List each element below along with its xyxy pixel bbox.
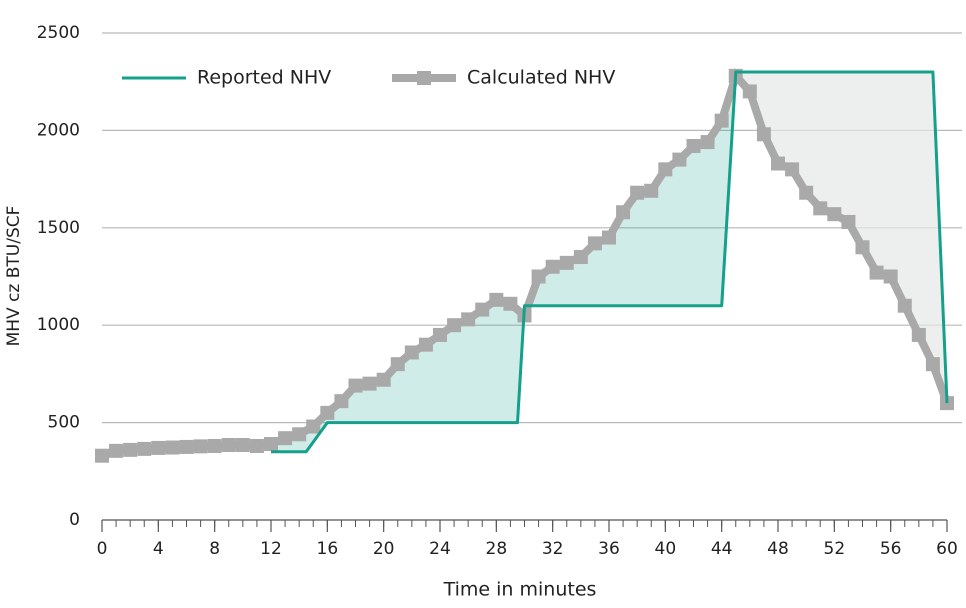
marker xyxy=(334,394,349,409)
x-tick-label: 20 xyxy=(373,539,395,559)
x-tick-label: 32 xyxy=(542,539,564,559)
marker xyxy=(869,265,884,280)
marker xyxy=(545,259,560,274)
marker xyxy=(151,440,166,455)
marker xyxy=(672,152,687,167)
marker xyxy=(911,327,926,342)
marker xyxy=(658,162,673,177)
marker xyxy=(264,437,278,452)
marker xyxy=(123,442,138,457)
marker xyxy=(390,357,405,372)
x-tick-label: 36 xyxy=(598,539,620,559)
y-tick-label: 0 xyxy=(69,510,80,530)
marker xyxy=(644,183,659,198)
legend-label: Reported NHV xyxy=(197,67,331,89)
y-axis-title: MHV cz BTU/SCF xyxy=(4,206,24,347)
marker xyxy=(714,113,729,128)
legend-label: Calculated NHV xyxy=(467,67,615,89)
x-tick-label: 8 xyxy=(209,539,220,559)
marker xyxy=(207,438,222,453)
marker xyxy=(348,378,363,393)
marker xyxy=(418,337,433,352)
marker xyxy=(841,214,856,229)
marker xyxy=(179,439,194,454)
marker xyxy=(742,84,757,99)
marker xyxy=(489,292,504,307)
marker xyxy=(940,396,954,411)
marker xyxy=(686,138,701,153)
x-tick-label: 48 xyxy=(767,539,789,559)
marker xyxy=(602,230,616,245)
x-tick-label: 40 xyxy=(655,539,677,559)
marker xyxy=(137,441,152,456)
x-tick-label: 0 xyxy=(97,539,108,559)
marker xyxy=(925,357,940,372)
marker xyxy=(587,236,602,251)
marker xyxy=(95,448,109,463)
x-tick-label: 16 xyxy=(317,539,339,559)
marker xyxy=(306,419,321,434)
marker xyxy=(433,327,447,342)
marker xyxy=(771,156,785,171)
y-tick-label: 500 xyxy=(48,413,80,433)
marker xyxy=(447,318,462,333)
marker xyxy=(630,185,645,200)
marker xyxy=(404,345,419,360)
x-axis-title: Time in minutes xyxy=(443,579,597,601)
marker xyxy=(813,201,828,216)
marker xyxy=(475,302,490,317)
x-tick-label: 24 xyxy=(429,539,451,559)
marker xyxy=(785,162,800,177)
marker xyxy=(700,135,715,150)
marker xyxy=(616,205,631,220)
marker xyxy=(531,269,546,284)
x-tick-label: 12 xyxy=(260,539,282,559)
y-tick-label: 1000 xyxy=(37,315,80,335)
x-tick-label: 60 xyxy=(936,539,958,559)
marker xyxy=(827,207,842,222)
marker xyxy=(221,438,236,453)
marker xyxy=(503,296,518,311)
marker xyxy=(292,427,307,442)
marker xyxy=(897,298,912,313)
marker xyxy=(320,405,335,420)
y-tick-label: 2500 xyxy=(37,23,80,43)
marker xyxy=(756,127,771,142)
marker xyxy=(376,372,391,387)
marker xyxy=(461,312,476,327)
marker xyxy=(855,240,870,255)
marker xyxy=(362,376,377,391)
marker xyxy=(278,431,293,446)
marker xyxy=(883,269,898,284)
marker xyxy=(249,438,264,453)
marker xyxy=(165,440,180,455)
marker xyxy=(235,438,250,453)
x-tick-label: 52 xyxy=(824,539,846,559)
x-tick-label: 56 xyxy=(880,539,902,559)
x-tick-label: 44 xyxy=(711,539,733,559)
marker xyxy=(193,439,208,454)
y-tick-label: 1500 xyxy=(37,218,80,238)
marker xyxy=(109,443,124,458)
legend-swatch xyxy=(417,71,431,85)
line xyxy=(271,70,949,454)
y-tick-label: 2000 xyxy=(37,120,80,140)
x-tick-label: 28 xyxy=(486,539,508,559)
x-tick-label: 4 xyxy=(153,539,164,559)
marker xyxy=(573,250,588,265)
marker xyxy=(799,185,814,200)
marker xyxy=(559,255,574,270)
